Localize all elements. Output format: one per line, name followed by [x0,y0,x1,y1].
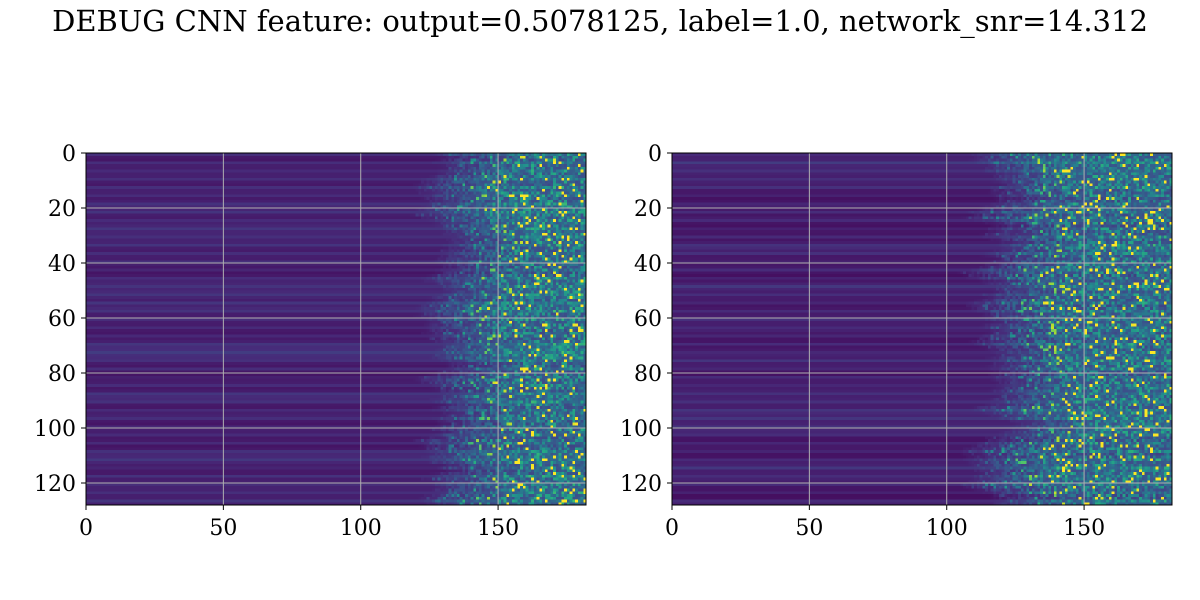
ytick-label-0-right: 0 [648,142,662,167]
ytick-label-20-right: 20 [634,197,662,222]
xtick-label-0-left: 0 [79,516,93,541]
xtick-label-0-right: 0 [665,516,679,541]
xtick-label-50-left: 50 [209,516,237,541]
heatmap-panel-right: 0 50 100 150 0 20 40 60 80 100 120 [620,142,1173,541]
ytick-label-80-right: 80 [634,362,662,387]
xtick-label-50-right: 50 [795,516,823,541]
heatmap-image-right [672,153,1172,505]
xtick-label-100-left: 100 [340,516,382,541]
ytick-label-80-left: 80 [48,362,76,387]
ytick-label-100-right: 100 [620,417,662,442]
xtick-label-150-left: 150 [477,516,519,541]
ytick-label-120-right: 120 [620,472,662,497]
ytick-label-100-left: 100 [34,417,76,442]
ytick-label-20-left: 20 [48,197,76,222]
ytick-label-60-left: 60 [48,307,76,332]
axes-right: 0 50 100 150 0 20 40 60 80 100 120 [620,142,1173,541]
figure-title: DEBUG CNN feature: output=0.5078125, lab… [52,4,1148,38]
ytick-label-40-right: 40 [634,252,662,277]
heatmap-panel-left: 0 50 100 150 0 20 40 60 80 100 120 [34,142,587,541]
ytick-label-0-left: 0 [62,142,76,167]
ytick-label-40-left: 40 [48,252,76,277]
axes-frame-right [671,152,1173,506]
axes-frame-left [85,152,587,506]
axes-left: 0 50 100 150 0 20 40 60 80 100 120 [34,142,587,541]
xtick-label-100-right: 100 [926,516,968,541]
heatmap-image-left [86,153,586,505]
ytick-label-60-right: 60 [634,307,662,332]
ytick-label-120-left: 120 [34,472,76,497]
xtick-label-150-right: 150 [1063,516,1105,541]
